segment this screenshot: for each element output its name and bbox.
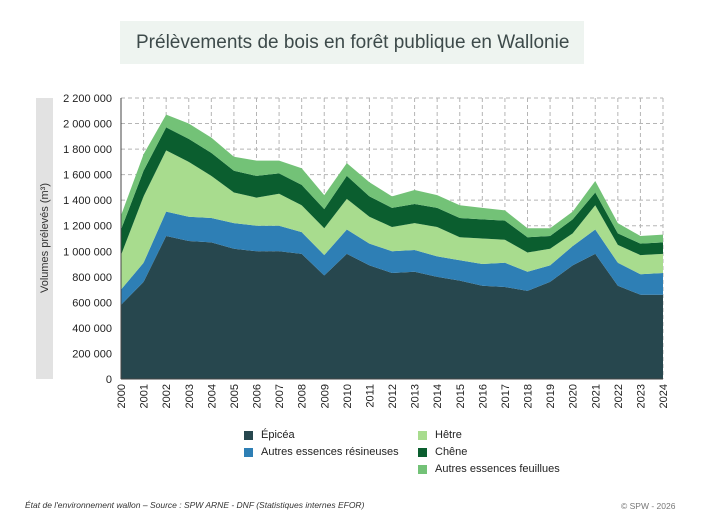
y-tick-labels: 0 200 000 400 000 600 000 800 000 1 000 000 1 …	[63, 93, 112, 386]
x-tick-label: 2010	[342, 384, 354, 408]
chart-title-box: Prélèvements de bois en forêt publique e…	[120, 21, 584, 64]
chart-title: Prélèvements de bois en forêt publique e…	[136, 31, 570, 53]
area-layers	[121, 114, 663, 379]
y-tick-label: 200 000	[72, 348, 112, 360]
y-axis-label-bar	[36, 98, 53, 379]
x-tick-label: 2015	[455, 384, 467, 408]
legend-swatch	[418, 464, 427, 474]
y-tick-label: 1 200 000	[63, 221, 112, 233]
axes	[120, 98, 663, 380]
x-tick-label: 2012	[387, 384, 399, 408]
legend-item: Épicéa	[244, 428, 295, 442]
x-tick-label: 2022	[613, 384, 625, 408]
legend-item: Autres essences résineuses	[244, 445, 399, 459]
source-note: État de l'environnement wallon – Source …	[25, 500, 365, 510]
x-tick-label: 2019	[545, 384, 557, 408]
legend-label: Hêtre	[435, 429, 462, 441]
copyright: © SPW - 2026	[621, 501, 676, 511]
x-tick-label: 2009	[319, 384, 331, 408]
y-tick-label: 0	[106, 374, 112, 386]
x-tick-label: 2000	[116, 384, 128, 408]
y-tick-label: 2 000 000	[63, 119, 112, 131]
y-tick-label: 800 000	[72, 272, 112, 284]
x-tick-label: 2013	[410, 384, 422, 408]
x-tick-label: 2001	[139, 384, 151, 408]
y-tick-label: 2 200 000	[63, 93, 112, 105]
legend-label: Autres essences feuillues	[435, 463, 560, 475]
area-chene	[121, 127, 663, 256]
legend-item: Autres essences feuillues	[418, 462, 560, 476]
legend-swatch	[244, 447, 253, 457]
area-epicea	[121, 235, 663, 379]
x-tick-label: 2023	[635, 384, 647, 408]
area-hetre	[121, 150, 663, 290]
y-tick-label: 1 600 000	[63, 170, 112, 182]
x-tick-label: 2020	[568, 384, 580, 408]
y-tick-label: 1 400 000	[63, 195, 112, 207]
x-tick-label: 2005	[229, 384, 241, 408]
legend-label: Autres essences résineuses	[261, 446, 399, 458]
x-tick-labels: 2000 2001 2002 2003 2004 2005 2006 2007 2008 2009…	[116, 384, 670, 408]
legend-label: Épicéa	[261, 429, 295, 441]
x-tick-label: 2021	[590, 384, 602, 408]
y-tick-label: 1 000 000	[63, 246, 112, 258]
x-tick-label: 2017	[500, 384, 512, 408]
legend-item: Hêtre	[418, 428, 462, 442]
x-tick-label: 2018	[523, 384, 535, 408]
x-tick-label: 2003	[184, 384, 196, 408]
area-autres-essences-feuillues	[121, 114, 663, 244]
x-tick-label: 2006	[252, 384, 264, 408]
y-tick-label: 400 000	[72, 323, 112, 335]
y-tick-label: 1 800 000	[63, 144, 112, 156]
legend-swatch	[418, 430, 427, 440]
legend-swatch	[244, 430, 253, 440]
x-tick-label: 2016	[477, 384, 489, 408]
x-tick-label: 2011	[364, 384, 376, 408]
x-tick-label: 2008	[297, 384, 309, 408]
x-tick-label: 2024	[658, 384, 670, 408]
area-autres-essences-resineuses	[121, 211, 663, 305]
legend-label: Chêne	[435, 446, 468, 458]
legend-item: Chêne	[418, 445, 467, 459]
x-tick-label: 2004	[206, 384, 218, 408]
x-tick-label: 2007	[274, 384, 286, 408]
legend-swatch	[418, 447, 427, 457]
y-tick-label: 600 000	[72, 297, 112, 309]
x-tick-label: 2002	[161, 384, 173, 408]
x-tick-label: 2014	[432, 384, 444, 408]
